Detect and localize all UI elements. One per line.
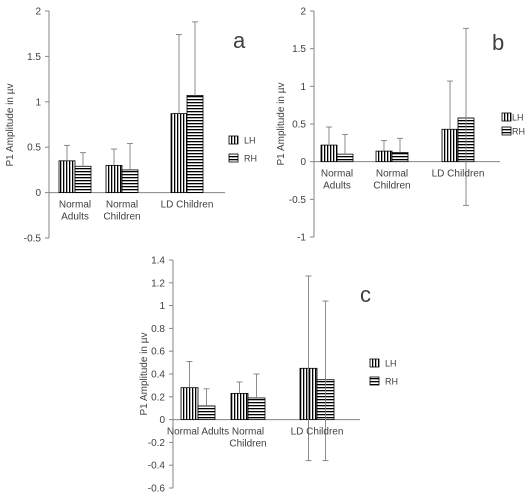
y-tick-label: -0.4 <box>148 461 166 472</box>
bar-rh-1 <box>391 152 409 163</box>
x-category-label: Adults <box>323 181 351 192</box>
y-tick-label: 0.4 <box>151 370 165 381</box>
x-category-label: Adults <box>61 212 89 223</box>
chart-panel-c: 1.4 1.2 1 0.8 0.6 0.4 0.2 0 -0.2 -0.4 -0.6 Normal A… <box>139 256 398 495</box>
legend-label-lh: LH <box>512 113 524 123</box>
y-tick-label: -1 <box>297 233 306 244</box>
x-category-label: Normal Adults <box>167 427 229 438</box>
y-tick-label: 0.8 <box>151 324 165 335</box>
legend-swatch-lh <box>501 112 512 122</box>
y-axis-title: P1 Amplitude in µv <box>139 332 150 415</box>
legend-label-lh: LH <box>244 136 256 146</box>
y-tick-label: -0.5 <box>24 234 42 245</box>
legend-swatch-rh <box>228 153 239 163</box>
bar-lh-1 <box>105 164 123 194</box>
bar-rh-0 <box>74 165 92 194</box>
y-tick-label: 1.5 <box>27 52 41 63</box>
y-tick-label: 1 <box>300 82 306 93</box>
x-category-label: Normal <box>376 169 408 180</box>
bar-rh-2 <box>186 95 204 193</box>
legend-label-rh: RH <box>385 377 398 387</box>
y-tick-label: 1 <box>159 301 165 312</box>
bar-lh-2 <box>170 113 188 193</box>
legend-label-rh: RH <box>512 127 525 137</box>
y-tick-label: 0.6 <box>151 347 165 358</box>
x-category-label: LD Children <box>161 200 214 211</box>
legend-swatch-lh <box>228 135 239 145</box>
y-tick-label: 0.5 <box>27 143 41 154</box>
y-tick-label: -0.5 <box>289 195 307 206</box>
chart-panel-a: 21.510.50-0.5NormalAdultsNormalChildrenL… <box>5 7 257 245</box>
legend-swatch-rh <box>369 376 380 386</box>
bar-lh-0 <box>320 144 338 163</box>
legend-swatch-rh <box>501 126 512 136</box>
y-tick-label: 0.2 <box>151 392 165 403</box>
y-axis-title: P1 Amplitude in µv <box>5 83 16 166</box>
x-category-label: Children <box>103 212 140 223</box>
bar-rh-1 <box>247 397 266 421</box>
panel-label: b <box>492 30 504 55</box>
bar-lh-0 <box>58 160 76 194</box>
legend-label-rh: RH <box>244 154 257 164</box>
legend-swatch-lh <box>369 358 380 368</box>
y-tick-label: -0.2 <box>148 438 166 449</box>
x-category-label: Children <box>229 439 266 450</box>
bar-rh-0 <box>336 153 354 163</box>
panel-label: a <box>233 28 246 53</box>
panel-label: c <box>360 282 371 307</box>
bar-lh-1 <box>375 150 393 163</box>
x-category-label: Children <box>373 181 410 192</box>
x-category-label: Normal <box>321 169 353 180</box>
y-tick-label: -0.6 <box>148 484 166 495</box>
y-tick-label: 0 <box>159 415 165 426</box>
y-tick-label: 1 <box>35 97 41 108</box>
bar-lh-1 <box>230 392 249 421</box>
legend-label-lh: LH <box>385 359 397 369</box>
y-tick-label: 1.2 <box>151 278 165 289</box>
x-category-label: Normal <box>232 427 264 438</box>
x-category-label: Normal <box>106 200 138 211</box>
x-category-label: Normal <box>59 200 91 211</box>
bar-lh-2 <box>441 128 459 163</box>
x-category-label: LD Children <box>432 169 485 180</box>
bar-lh-0 <box>180 387 199 420</box>
y-tick-label: 0 <box>300 157 306 168</box>
y-tick-label: 2 <box>300 7 306 18</box>
y-tick-label: 0 <box>35 188 41 199</box>
y-tick-label: 2 <box>35 7 41 18</box>
y-tick-label: 1.5 <box>292 44 306 55</box>
chart-panel-b: 21.510.50-0.5-1NormalAdultsNormalChildre… <box>276 7 525 244</box>
x-category-label: LD Children <box>291 427 344 438</box>
bar-rh-0 <box>197 405 216 421</box>
y-axis-title: P1 Amplitude in µv <box>276 82 287 165</box>
y-tick-label: 1.4 <box>151 256 165 267</box>
y-tick-label: 0.5 <box>292 120 306 131</box>
bar-rh-1 <box>121 169 139 193</box>
